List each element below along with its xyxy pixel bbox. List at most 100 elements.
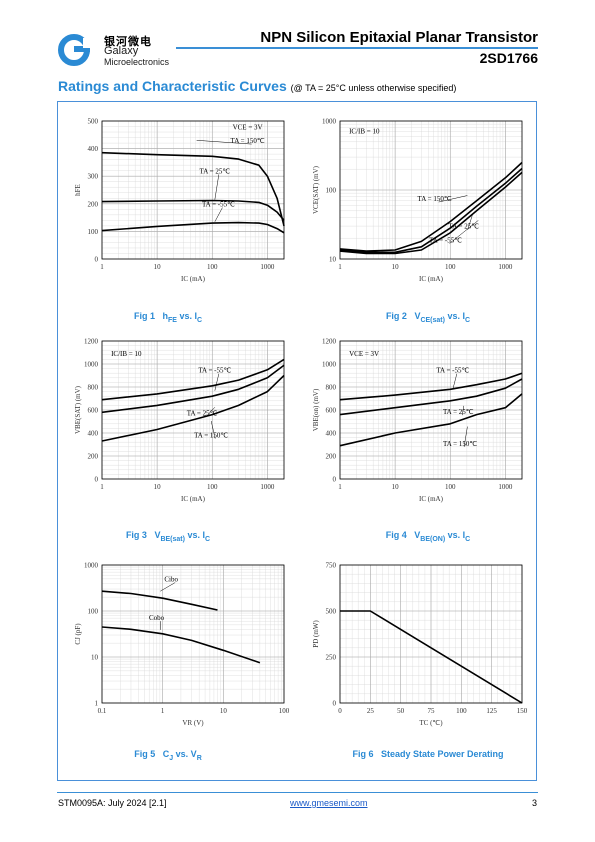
footer-doc-id: STM0095A: July 2024 [2.1] [58, 798, 167, 808]
fig1-y-axis-label: hFE [74, 184, 82, 196]
header-rule [176, 47, 538, 49]
fig6-x-tick-label: 50 [397, 707, 405, 715]
fig6-x-tick-label: 125 [486, 707, 497, 715]
fig4-series-label-leader [452, 373, 458, 390]
fig5-x-tick-label: 100 [279, 707, 290, 715]
fig1-series-label-leader [214, 174, 220, 200]
fig6-y-tick-label: 500 [326, 608, 337, 616]
fig4-series-label-leader [462, 405, 465, 416]
part-number: 2SD1766 [479, 50, 538, 66]
fig1-series-line-1 [101, 151, 285, 227]
fig6-series-line-1 [340, 610, 523, 704]
fig3-y-axis-label: VBE(SAT) (mV) [74, 385, 82, 434]
chart-fig6: 0 25 50 75 100 125 150 0 250 500 750 TC (℃) PD (mW) [310, 557, 530, 732]
fig3-series-label-3: TA = 150℃ [194, 432, 228, 440]
chart-fig3: 1 10 100 1000 0 200 400 600 800 1000 1200 IC (mA) VB… [72, 333, 292, 508]
company-name-cn: 银河微电 [104, 35, 152, 48]
caption-fig3: Fig 3 VBE(sat) vs. IC [125, 530, 211, 543]
fig1-series-label-3: TA = -55℃ [202, 201, 235, 209]
company-name-en: Galaxy [104, 45, 139, 57]
fig6-y-axis-label: PD (mW) [312, 620, 320, 648]
fig3-plot-border [101, 340, 285, 480]
fig2-y-tick-label: 10 [329, 256, 337, 264]
fig5-x-axis-label: VR (V) [182, 719, 204, 727]
fig1-x-tick-label: 10 [154, 263, 162, 271]
fig1-y-tick-label: 500 [88, 118, 99, 126]
fig4-x-tick-label: 1 [338, 483, 342, 491]
fig6-x-axis-label: TC (℃) [419, 719, 443, 727]
fig2-y-axis-label: VCE(SAT) (mV) [312, 165, 320, 214]
fig1-y-tick-label: 200 [88, 200, 99, 208]
fig5-y-axis-label: CJ (pF) [74, 623, 82, 645]
fig5-series-label-leader [160, 582, 176, 592]
fig3-series-line-3 [101, 374, 285, 442]
fig1-x-tick-label: 1 [100, 263, 104, 271]
fig1-series-label-2: TA = 25℃ [199, 167, 230, 175]
fig4-y-tick-label: 1200 [322, 338, 337, 346]
fig6-y-tick-label: 250 [326, 654, 337, 662]
fig2-x-tick-label: 1 [338, 263, 342, 271]
fig5-x-tick-label: 1 [161, 707, 165, 715]
fig3-y-tick-label: 1000 [84, 361, 99, 369]
fig3-y-tick-label: 800 [88, 384, 99, 392]
fig3-x-tick-label: 1 [100, 483, 104, 491]
fig5-series-line-2 [101, 626, 261, 664]
section-condition: (@ TA = 25°C unless otherwise specified) [290, 83, 457, 93]
fig4-x-tick-label: 1000 [498, 483, 513, 491]
fig3-series-label-leader [210, 420, 216, 439]
fig1-svg: 1 10 100 1000 0 100 200 300 400 500 IC (mA) hFE TA =… [74, 118, 285, 283]
fig3-series-label-leader [205, 407, 216, 417]
fig2-series-label-leader [449, 220, 479, 244]
fig4-condition-label: VCE = 3V [349, 350, 379, 358]
fig1-y-tick-label: 100 [88, 228, 99, 236]
fig3-y-tick-label: 600 [88, 407, 99, 415]
fig5-x-tick-label: 10 [220, 707, 228, 715]
fig4-x-axis-label: IC (mA) [419, 495, 444, 503]
footer-rule [57, 792, 538, 793]
fig1-x-tick-label: 100 [207, 263, 218, 271]
caption-fig2: Fig 2 VCE(sat) vs. IC [385, 311, 471, 324]
fig5-y-tick-label: 1 [95, 700, 99, 708]
fig1-series-label-leader [196, 140, 252, 145]
fig1-series-line-3 [101, 221, 285, 234]
fig4-y-tick-label: 0 [333, 476, 337, 484]
fig2-series-line-2 [339, 167, 523, 254]
fig6-x-tick-label: 150 [517, 707, 528, 715]
section-title: Ratings and Characteristic Curves (@ TA … [58, 78, 456, 94]
fig3-y-tick-label: 1200 [84, 338, 99, 346]
fig1-series-line-2 [101, 199, 285, 221]
fig2-plot-border [339, 120, 523, 260]
fig1-condition-label: VCE = 3V [233, 123, 263, 131]
footer-page-number: 3 [531, 798, 537, 808]
fig4-series-line-1 [339, 372, 523, 401]
document-title: NPN Silicon Epitaxial Planar Transistor [260, 29, 538, 46]
fig2-condition-label: IC/IB = 10 [349, 127, 380, 135]
fig4-x-tick-label: 10 [392, 483, 400, 491]
fig2-series-label-leader [467, 213, 474, 230]
fig3-y-tick-label: 0 [95, 476, 99, 484]
chart-fig1: 1 10 100 1000 0 100 200 300 400 500 IC (mA) hFE TA =… [72, 113, 292, 288]
fig3-y-tick-label: 200 [88, 453, 99, 461]
fig6-x-tick-label: 75 [428, 707, 436, 715]
fig1-series-label-1: TA = 150℃ [230, 137, 264, 145]
fig2-x-tick-label: 1000 [498, 263, 513, 271]
chart-fig5: 0.1 1 10 100 1 10 100 1000 VR (V) CJ (pF) Cibo Cobo [72, 557, 292, 732]
fig3-svg: 1 10 100 1000 0 200 400 600 800 1000 1200 IC (mA) VB… [74, 338, 285, 503]
fig2-series-label-leader [438, 195, 468, 203]
fig2-x-tick-label: 100 [445, 263, 456, 271]
fig4-series-label-1: TA = -55℃ [436, 367, 469, 375]
fig4-y-tick-label: 1000 [322, 361, 337, 369]
company-name-en-sub: Microelectronics [104, 57, 170, 67]
fig3-series-line-2 [101, 364, 285, 414]
fig5-series-label-1: Cibo [164, 576, 178, 584]
fig1-x-tick-label: 1000 [260, 263, 275, 271]
fig4-series-line-2 [339, 378, 523, 416]
company-logo [58, 34, 91, 66]
footer-url-link[interactable]: www.gmesemi.com [290, 798, 368, 808]
fig2-series-line-3 [339, 171, 523, 255]
fig2-x-tick-label: 10 [392, 263, 400, 271]
fig5-y-tick-label: 10 [91, 654, 99, 662]
fig6-x-tick-label: 100 [456, 707, 467, 715]
fig3-x-tick-label: 10 [154, 483, 162, 491]
